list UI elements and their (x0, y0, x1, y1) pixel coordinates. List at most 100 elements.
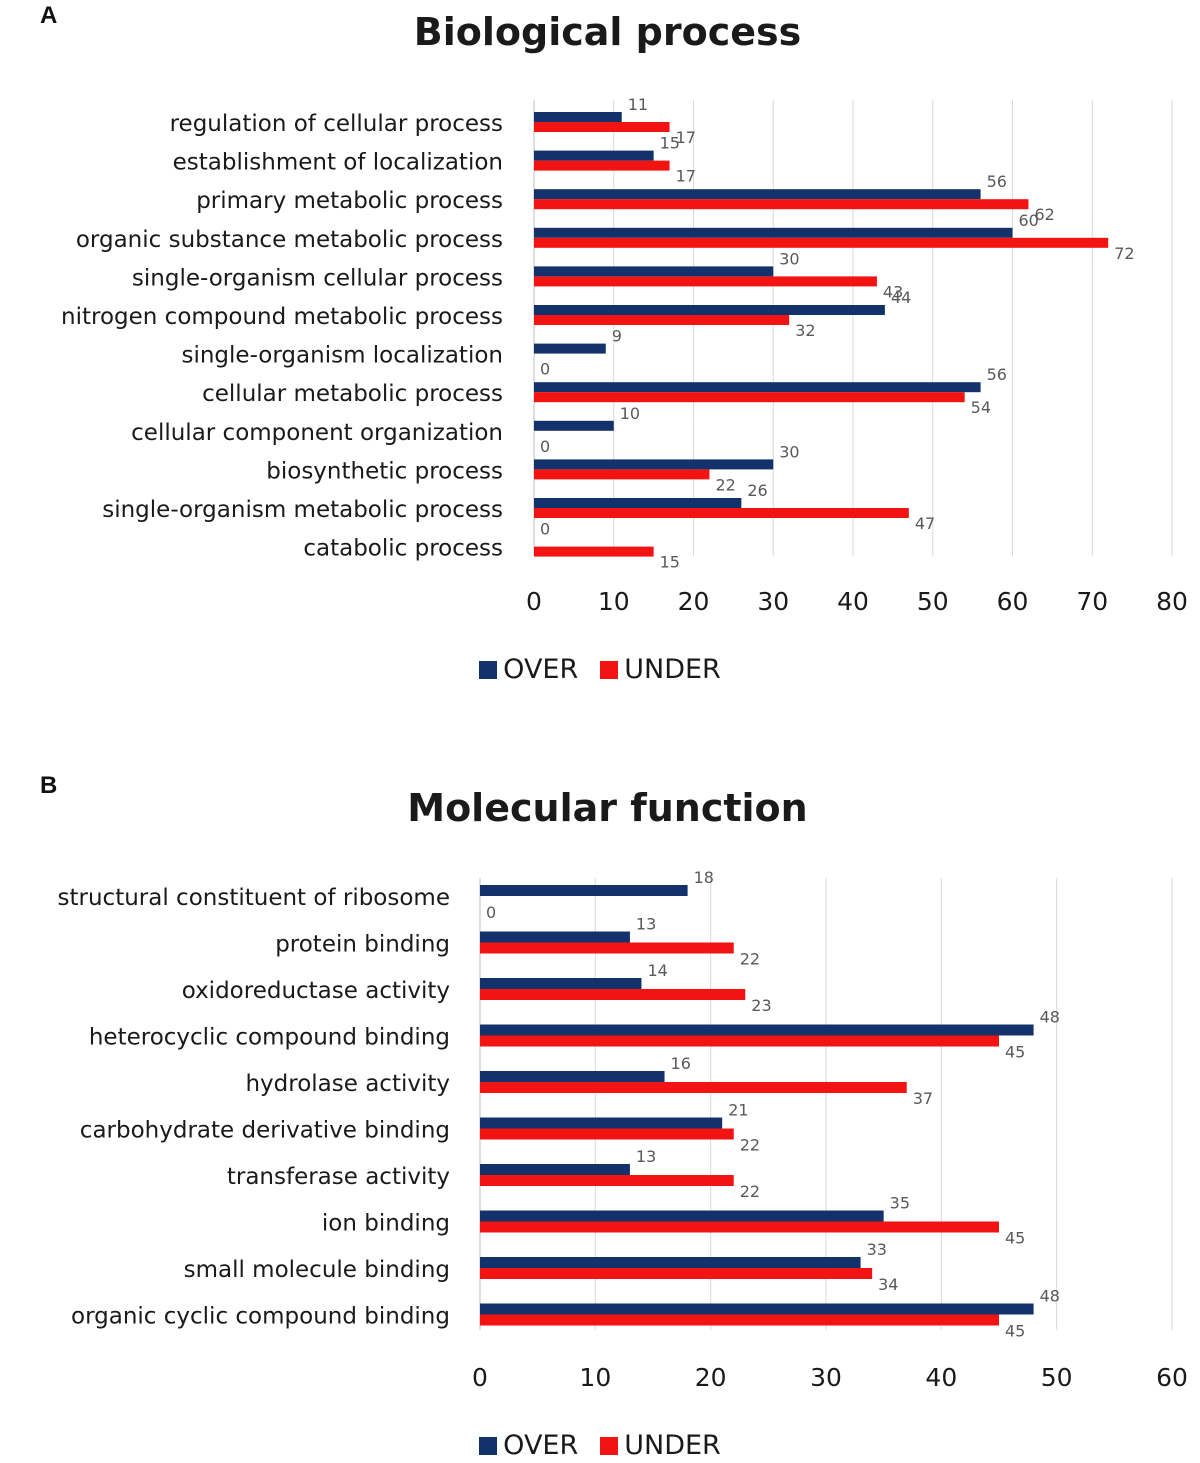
bar-under (480, 1082, 907, 1093)
bar-under (534, 315, 790, 325)
data-label-under: 22 (715, 475, 735, 494)
data-label-under: 47 (915, 514, 935, 533)
bar-over (480, 1071, 665, 1082)
data-label-over: 21 (728, 1101, 748, 1120)
category-label: ion binding (322, 1211, 450, 1237)
category-label: single-organism metabolic process (102, 497, 503, 523)
category-label: protein binding (275, 932, 450, 958)
data-label-under: 54 (971, 398, 991, 417)
bar-over (534, 150, 654, 161)
category-label: organic substance metabolic process (76, 227, 503, 253)
category-label: heterocyclic compound binding (89, 1025, 450, 1051)
category-label: cellular component organization (131, 420, 503, 446)
bar-under (480, 942, 734, 954)
data-label-under: 17 (676, 167, 696, 186)
category-label: catabolic process (303, 536, 503, 562)
bar-over (534, 305, 885, 315)
bar-over (480, 1210, 884, 1222)
bar-over (480, 1303, 1034, 1315)
bar-over (480, 1117, 723, 1129)
data-label-under: 43 (883, 282, 903, 301)
x-tick-label: 10 (598, 587, 630, 616)
data-label-over: 33 (867, 1240, 887, 1259)
data-label-under: 0 (486, 903, 496, 922)
data-label-over: 18 (694, 868, 714, 887)
category-label: structural constituent of ribosome (58, 885, 450, 911)
x-tick-label: 70 (1076, 587, 1108, 616)
bar-under (480, 1128, 734, 1140)
data-label-under: 22 (740, 1136, 760, 1155)
data-label-over: 44 (891, 288, 911, 307)
bar-under (534, 469, 710, 480)
legend: OVER UNDER (0, 1430, 1200, 1461)
x-tick-label: 30 (810, 1363, 842, 1392)
data-label-over: 35 (890, 1194, 910, 1213)
data-label-over: 13 (636, 915, 656, 934)
x-tick-label: 0 (472, 1363, 488, 1392)
bar-under (480, 989, 746, 1000)
data-label-under: 45 (1005, 1322, 1025, 1341)
x-tick-label: 60 (1156, 1363, 1188, 1392)
category-label: transferase activity (227, 1164, 450, 1190)
data-label-under: 0 (540, 360, 550, 379)
x-tick-label: 40 (837, 587, 869, 616)
data-label-under: 0 (540, 437, 550, 456)
category-label: organic cyclic compound binding (71, 1304, 450, 1330)
bar-over (480, 978, 642, 989)
bar-under (480, 1268, 873, 1279)
data-label-under: 17 (676, 128, 696, 147)
category-label: regulation of cellular process (170, 111, 503, 137)
bar-under (534, 546, 654, 557)
category-label: establishment of localization (173, 150, 503, 176)
bar-over (534, 382, 981, 393)
bar-over (480, 1164, 630, 1175)
data-label-under: 32 (795, 321, 815, 340)
bar-under (534, 392, 965, 403)
data-label-under: 45 (1005, 1043, 1025, 1062)
chart-title: Biological process (413, 10, 802, 54)
bar-over (480, 931, 630, 943)
panel-letter: A (40, 2, 58, 29)
category-label: nitrogen compound metabolic process (61, 304, 503, 330)
bar-under (534, 122, 670, 132)
data-label-over: 48 (1040, 1008, 1060, 1027)
legend-item-under: UNDER (600, 654, 721, 685)
legend-item-under: UNDER (600, 1430, 721, 1461)
data-label-over: 30 (779, 442, 799, 461)
data-label-over: 9 (612, 327, 622, 346)
category-label: hydrolase activity (245, 1071, 450, 1097)
category-label: single-organism localization (181, 343, 503, 369)
data-label-over: 60 (1019, 211, 1039, 230)
bar-under (480, 1314, 999, 1326)
bar-over (534, 459, 774, 470)
bar-under (480, 1035, 999, 1047)
x-tick-label: 30 (757, 587, 789, 616)
bar-over (480, 1257, 861, 1268)
legend-label: UNDER (624, 1430, 721, 1461)
data-label-under: 62 (1034, 205, 1054, 224)
data-label-over: 0 (540, 520, 550, 539)
category-label: cellular metabolic process (202, 381, 503, 407)
data-label-under: 34 (878, 1275, 898, 1294)
x-tick-label: 0 (526, 587, 542, 616)
x-tick-label: 50 (1041, 1363, 1073, 1392)
bar-over (480, 1024, 1034, 1036)
data-label-under: 45 (1005, 1229, 1025, 1248)
data-label-over: 11 (628, 95, 648, 114)
data-label-over: 10 (620, 404, 640, 423)
legend-swatch-over (479, 1436, 498, 1455)
x-tick-label: 40 (925, 1363, 957, 1392)
bar-under (480, 1221, 999, 1233)
bar-under (534, 160, 670, 171)
data-label-under: 37 (913, 1089, 933, 1108)
x-tick-label: 60 (997, 587, 1029, 616)
bar-under (534, 237, 1109, 248)
bar-over (534, 420, 614, 431)
data-label-over: 48 (1040, 1287, 1060, 1306)
legend-label: UNDER (624, 654, 721, 685)
category-label: oxidoreductase activity (182, 978, 450, 1004)
data-label-over: 56 (987, 365, 1007, 384)
data-label-under: 23 (751, 996, 771, 1015)
bar-over (534, 498, 742, 508)
bar-over (534, 227, 1013, 238)
